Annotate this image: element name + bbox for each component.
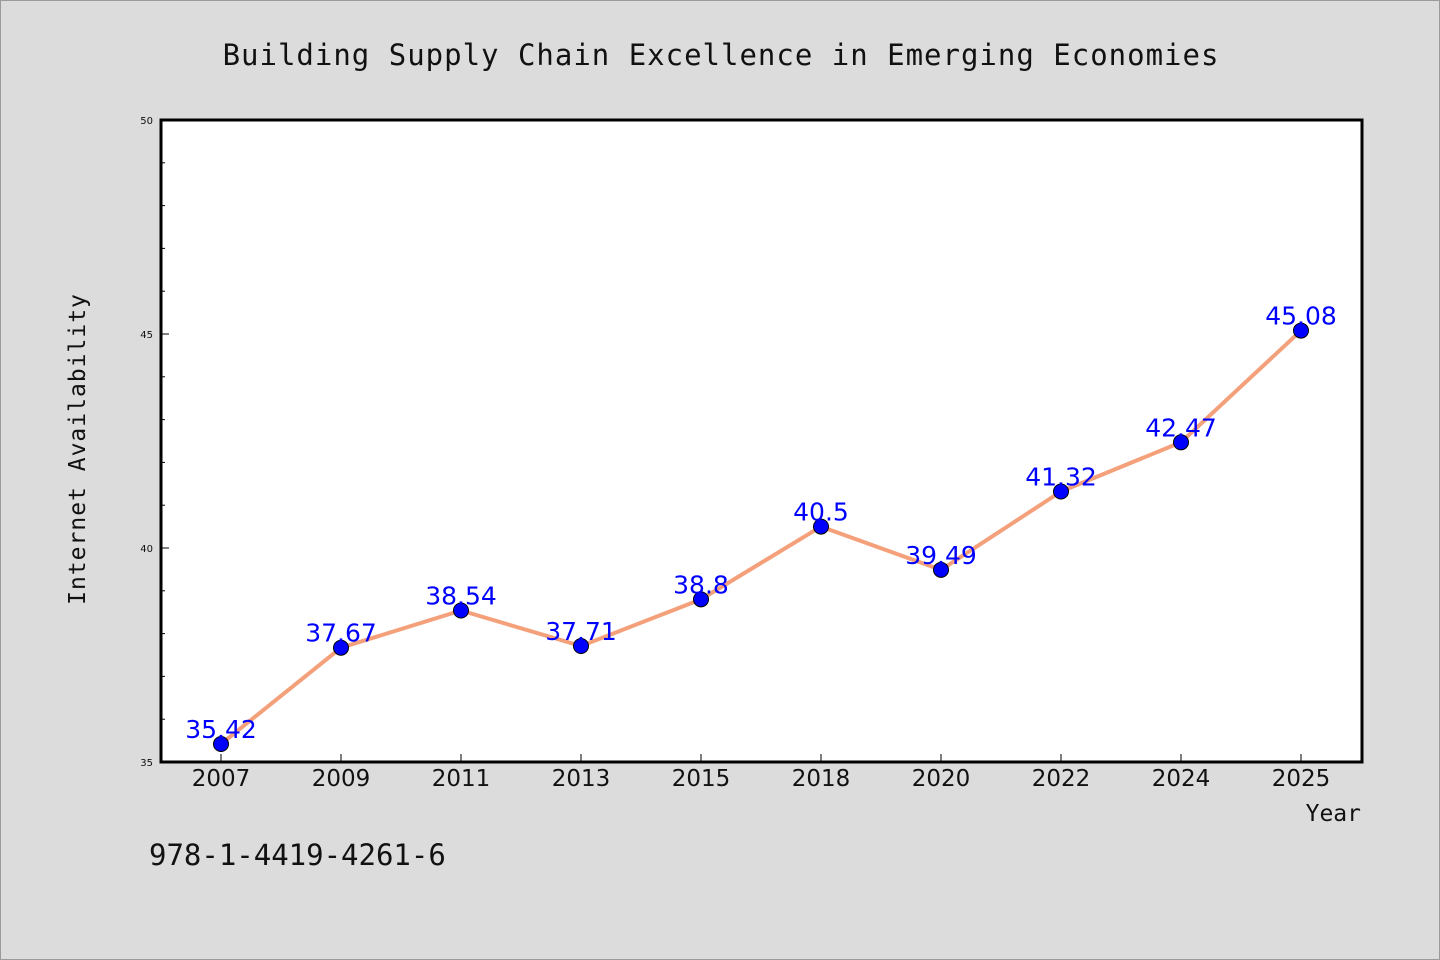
y-tick-label: 45 — [140, 330, 153, 341]
data-labels: 35.42 37.67 38.54 37.71 38.8 40.5 39.49 41.32 42… — [185, 302, 1337, 744]
data-point — [213, 736, 229, 753]
x-tick-label: 2015 — [672, 766, 731, 792]
data-point — [813, 518, 829, 535]
data-label: 41.32 — [1025, 463, 1097, 492]
chart-title: Building Supply Chain Excellence in Emer… — [223, 38, 1220, 72]
plot-area — [159, 118, 1364, 764]
data-label: 38.54 — [425, 581, 497, 610]
isbn-annotation: 978-1-4419-4261-6 — [149, 838, 446, 872]
series-1 — [213, 322, 1309, 753]
x-tick-label: 2020 — [912, 766, 971, 792]
x-tick-label: 2011 — [432, 766, 491, 792]
y-tick-label: 50 — [140, 116, 153, 127]
y-axis: 35 40 45 50 — [140, 116, 169, 769]
data-label: 38.8 — [673, 570, 729, 599]
data-label: 40.5 — [793, 498, 849, 527]
y-axis-label: Internet Availability — [65, 293, 91, 605]
x-tick-label: 2022 — [1032, 766, 1091, 792]
x-tick-label: 2024 — [1152, 766, 1211, 792]
data-point — [1053, 483, 1069, 500]
data-label: 45.08 — [1265, 302, 1337, 331]
y-tick-label: 35 — [140, 758, 153, 769]
x-tick-label: 2013 — [552, 766, 611, 792]
x-tick-label: 2025 — [1272, 766, 1331, 792]
data-point — [1173, 434, 1189, 451]
data-point — [933, 561, 949, 578]
data-label: 42.47 — [1145, 413, 1217, 442]
x-tick-label: 2009 — [312, 766, 371, 792]
data-label: 37.71 — [545, 617, 617, 646]
data-point — [1293, 322, 1309, 339]
y-tick-label: 40 — [140, 544, 153, 555]
x-axis-label: Year — [1306, 801, 1361, 827]
series-line — [219, 328, 1303, 747]
data-label: 35.42 — [185, 715, 257, 744]
x-tick-label: 2018 — [792, 766, 851, 792]
x-tick-label: 2007 — [192, 766, 251, 792]
x-axis: 2007 2009 2011 2013 2015 2018 2020 2022 2024 2025 — [192, 754, 1331, 792]
data-label: 39.49 — [905, 541, 977, 570]
data-point — [573, 638, 589, 655]
data-point — [333, 639, 349, 656]
data-point — [453, 602, 469, 619]
data-label: 37.67 — [305, 619, 377, 648]
data-point — [693, 591, 709, 608]
